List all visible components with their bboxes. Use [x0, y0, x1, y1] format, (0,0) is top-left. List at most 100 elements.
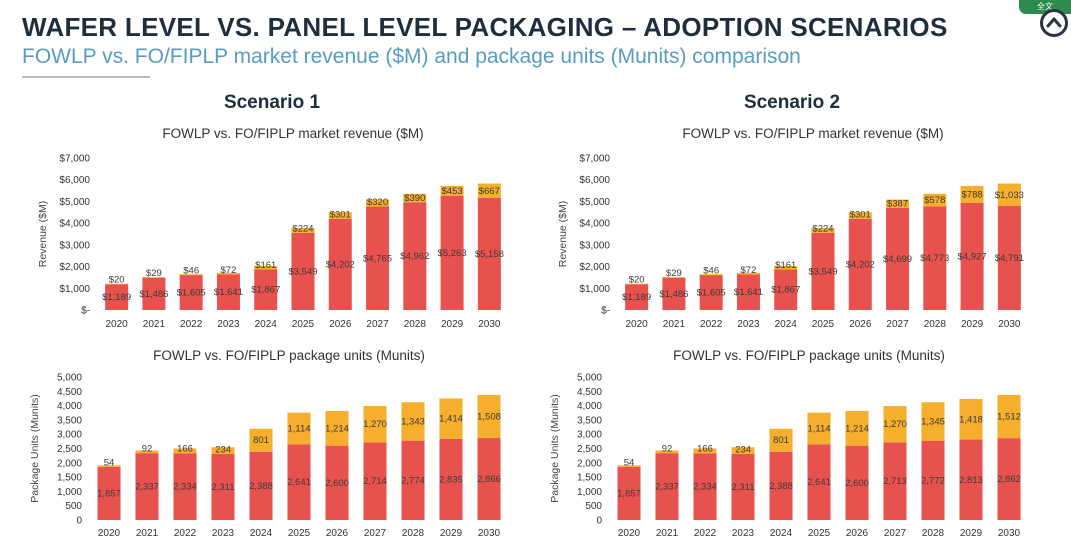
- data-label: 2,337: [655, 482, 679, 493]
- y-tick-label: $-: [81, 306, 90, 317]
- scenario-1-heading: Scenario 1: [223, 92, 321, 113]
- x-tick-label: 2030: [478, 319, 501, 330]
- collapse-arrow-icon[interactable]: [1040, 9, 1068, 37]
- fiplp-bar: [959, 398, 983, 440]
- data-label: $5,263: [438, 248, 467, 259]
- x-tick-label: 2027: [366, 319, 389, 330]
- data-label: 2,774: [401, 475, 425, 486]
- data-label: $4,773: [920, 253, 949, 264]
- fiplp-bar: [135, 450, 159, 454]
- y-tick-label: 1,500: [577, 473, 602, 484]
- fowlp-bar: [774, 269, 798, 310]
- fiplp-bar: [477, 394, 501, 439]
- fowlp-bar: [135, 453, 159, 520]
- data-label: 1,414: [439, 414, 463, 425]
- data-label: 1,114: [807, 424, 830, 435]
- fiplp-bar: [960, 185, 984, 204]
- x-tick-label: 2022: [180, 319, 203, 330]
- fowlp-bar: [960, 203, 984, 310]
- fowlp-bar: [807, 444, 831, 520]
- page-subtitle: FOWLP vs. FO/FIPLP market revenue ($M) a…: [22, 45, 801, 68]
- data-label: 2,337: [135, 482, 159, 493]
- fowlp-bar: [848, 218, 872, 310]
- fowlp-bar: [625, 284, 649, 310]
- fowlp-bar: [699, 275, 723, 310]
- fowlp-bar: [731, 453, 755, 520]
- y-tick-label: 1,000: [57, 487, 82, 498]
- chart-title: FOWLP vs. FO/FIPLP market revenue ($M): [162, 126, 423, 141]
- data-label: $1,605: [177, 288, 206, 299]
- chart-title: FOWLP vs. FO/FIPLP market revenue ($M): [682, 126, 943, 141]
- data-label: 92: [142, 444, 153, 455]
- data-label: $1,641: [214, 287, 243, 298]
- fowlp-bar: [142, 277, 166, 310]
- data-label: $301: [850, 209, 871, 220]
- x-tick-label: 2023: [217, 319, 240, 330]
- fiplp-bar: [173, 448, 197, 454]
- x-tick-label: 2028: [924, 319, 947, 330]
- data-label: 2,311: [731, 482, 754, 493]
- fowlp-bar: [811, 232, 835, 310]
- x-tick-label: 2026: [849, 319, 872, 330]
- fowlp-bar: [655, 453, 679, 520]
- data-label: $1,486: [659, 289, 688, 300]
- x-tick-label: 2027: [886, 319, 909, 330]
- data-label: $5,158: [475, 249, 504, 260]
- data-label: $1,189: [102, 292, 131, 303]
- x-tick-label: 2021: [143, 319, 166, 330]
- data-label: $46: [183, 266, 199, 277]
- data-label: 2,835: [439, 474, 463, 485]
- fowlp-bar: [325, 445, 349, 520]
- fowlp-bar: [959, 439, 983, 520]
- data-label: $4,962: [400, 251, 429, 262]
- fowlp-bar: [769, 451, 793, 520]
- fiplp-bar: [363, 406, 387, 443]
- y-tick-label: 3,500: [57, 415, 82, 426]
- fowlp-bar: [440, 195, 464, 310]
- y-tick-label: $1,000: [59, 284, 90, 295]
- data-label: 2,600: [325, 478, 349, 489]
- fiplp-bar: [97, 465, 121, 467]
- y-tick-label: $6,000: [59, 175, 90, 186]
- data-label: $301: [330, 209, 351, 220]
- x-tick-label: 2021: [136, 528, 159, 539]
- fowlp-bar: [845, 445, 869, 520]
- x-tick-label: 2029: [960, 528, 983, 539]
- fowlp-bar: [328, 218, 352, 310]
- y-tick-label: $4,000: [59, 219, 90, 230]
- x-tick-label: 2026: [329, 319, 352, 330]
- data-label: $3,549: [808, 266, 837, 277]
- fowlp-bar: [291, 232, 315, 310]
- title-divider: [22, 76, 150, 78]
- x-tick-label: 2028: [922, 528, 945, 539]
- fowlp-bar: [662, 277, 686, 310]
- data-label: 2,866: [477, 474, 501, 485]
- data-label: 2,334: [693, 482, 717, 493]
- x-tick-label: 2020: [618, 528, 641, 539]
- data-label: $1,867: [251, 285, 280, 296]
- x-tick-label: 2030: [998, 528, 1021, 539]
- fiplp-bar: [811, 228, 835, 233]
- fiplp-bar: [287, 412, 311, 445]
- data-label: $4,927: [958, 252, 987, 263]
- x-tick-label: 2026: [846, 528, 869, 539]
- y-tick-label: 0: [76, 516, 82, 527]
- fiplp-bar: [731, 447, 755, 454]
- fiplp-bar: [997, 394, 1021, 439]
- y-tick-label: $4,000: [579, 219, 610, 230]
- data-label: 1,270: [883, 419, 907, 430]
- y-tick-label: $5,000: [579, 197, 610, 208]
- x-tick-label: 2020: [106, 319, 129, 330]
- fowlp-bar: [997, 438, 1021, 520]
- data-label: 1,345: [921, 416, 945, 427]
- data-label: 2,713: [883, 476, 907, 487]
- y-tick-label: $7,000: [579, 154, 610, 165]
- y-tick-label: $5,000: [59, 197, 90, 208]
- data-label: $1,605: [697, 288, 726, 299]
- fiplp-bar: [439, 398, 463, 439]
- fowlp-bar: [477, 438, 501, 520]
- data-label: $3,549: [288, 266, 317, 277]
- x-tick-label: 2029: [440, 528, 463, 539]
- data-label: 1,508: [477, 411, 501, 422]
- x-tick-label: 2028: [402, 528, 425, 539]
